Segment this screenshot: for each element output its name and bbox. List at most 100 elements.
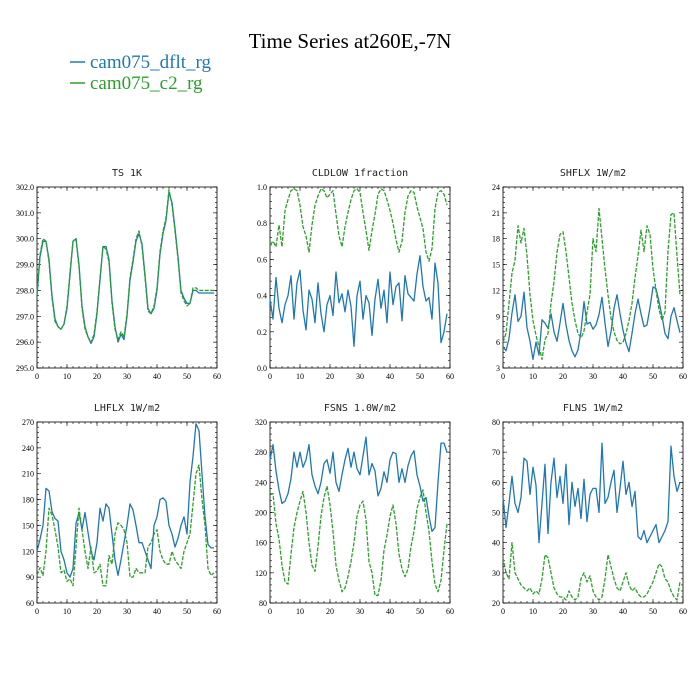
x-tick-label: 10 — [529, 372, 537, 381]
x-tick-label: 40 — [619, 607, 627, 616]
x-tick-label: 30 — [123, 372, 131, 381]
x-tick-label: 50 — [649, 372, 657, 381]
series-line — [270, 485, 448, 597]
panel-title: CLDLOW 1fraction — [312, 168, 408, 179]
y-tick-label: 90 — [26, 573, 34, 582]
panel-title: TS 1K — [112, 168, 142, 179]
chart-panel: CLDLOW 1fraction 0 10 20 30 40 50 60 0.0 0.2 0.4 0.… — [257, 168, 454, 381]
y-tick-label: 60 — [492, 478, 500, 487]
series-line — [269, 436, 448, 532]
panel-title: FLNS 1W/m2 — [563, 403, 623, 414]
legend: cam075_dflt_rg cam075_c2_rg — [70, 52, 212, 94]
y-tick-label: 20 — [492, 599, 500, 608]
x-tick-label: 30 — [589, 607, 597, 616]
x-tick-label: 10 — [529, 607, 537, 616]
y-tick-label: 180 — [22, 496, 34, 505]
y-tick-label: 280 — [255, 448, 267, 457]
x-tick-label: 50 — [416, 607, 424, 616]
y-tick-label: 12 — [492, 286, 500, 295]
y-tick-label: 120 — [255, 569, 267, 578]
series-line — [36, 464, 215, 587]
x-tick-label: 40 — [153, 607, 161, 616]
x-tick-label: 40 — [386, 607, 394, 616]
x-tick-label: 0 — [501, 607, 505, 616]
x-tick-label: 30 — [356, 372, 364, 381]
series-line — [269, 255, 448, 347]
x-tick-label: 0 — [35, 372, 39, 381]
x-tick-label: 20 — [93, 607, 101, 616]
x-tick-label: 60 — [679, 607, 687, 616]
y-tick-label: 9 — [496, 312, 500, 321]
y-tick-label: 1.0 — [257, 183, 267, 192]
chart-panel: FLNS 1W/m2 0 10 20 30 40 50 60 20 30 40 50 60 70 80 — [492, 403, 687, 616]
panel-frame — [36, 186, 218, 369]
panel-frame — [502, 421, 684, 604]
y-tick-label: 0.6 — [257, 255, 267, 264]
y-tick-label: 299.0 — [16, 261, 34, 270]
chart-panel: FSNS 1.0W/m2 0 10 20 30 40 50 60 80 120 160 200 240 2… — [255, 403, 454, 616]
series-line — [502, 442, 681, 544]
y-tick-label: 40 — [492, 539, 500, 548]
y-tick-label: 240 — [255, 478, 267, 487]
y-tick-label: 295.0 — [16, 364, 34, 373]
y-tick-label: 270 — [22, 418, 34, 427]
x-tick-label: 10 — [63, 607, 71, 616]
figure-title: Time Series at260E,-7N — [249, 29, 452, 53]
x-tick-label: 20 — [326, 607, 334, 616]
chart-panel: SHFLX 1W/m2 0 10 20 30 40 50 60 3 6 9 12 15 18 21 24 — [492, 168, 687, 381]
chart-panel: TS 1K 0 10 20 30 40 50 60 295.0 296.0 297.0 298.0 29… — [16, 168, 221, 381]
x-tick-label: 20 — [559, 607, 567, 616]
y-tick-label: 0.0 — [257, 364, 267, 373]
y-tick-label: 21 — [492, 209, 500, 218]
x-tick-label: 10 — [63, 372, 71, 381]
y-tick-label: 24 — [492, 183, 500, 192]
y-tick-label: 50 — [492, 509, 500, 518]
x-tick-label: 60 — [446, 372, 454, 381]
y-tick-label: 300.0 — [16, 235, 34, 244]
y-tick-label: 320 — [255, 418, 267, 427]
panel-title: SHFLX 1W/m2 — [560, 168, 626, 179]
x-tick-label: 40 — [386, 372, 394, 381]
panel-title: LHFLX 1W/m2 — [94, 403, 160, 414]
y-tick-label: 70 — [492, 448, 500, 457]
y-tick-label: 60 — [26, 599, 34, 608]
series-line — [269, 188, 448, 262]
x-tick-label: 60 — [213, 372, 221, 381]
y-tick-label: 80 — [259, 599, 267, 608]
series-line — [502, 542, 681, 601]
x-tick-label: 0 — [268, 372, 272, 381]
x-tick-label: 20 — [559, 372, 567, 381]
y-tick-label: 80 — [492, 418, 500, 427]
panel-frame — [36, 421, 218, 604]
y-tick-label: 240 — [22, 444, 34, 453]
y-tick-label: 30 — [492, 569, 500, 578]
y-tick-label: 0.4 — [257, 292, 267, 301]
x-tick-label: 20 — [326, 372, 334, 381]
y-tick-label: 18 — [492, 235, 500, 244]
y-tick-label: 120 — [22, 547, 34, 556]
y-tick-label: 296.0 — [16, 338, 34, 347]
y-tick-label: 298.0 — [16, 286, 34, 295]
y-tick-label: 301.0 — [16, 209, 34, 218]
y-tick-label: 15 — [492, 261, 500, 270]
x-tick-label: 10 — [296, 607, 304, 616]
x-tick-label: 20 — [93, 372, 101, 381]
x-tick-label: 30 — [123, 607, 131, 616]
x-tick-label: 0 — [35, 607, 39, 616]
panel-frame — [269, 186, 451, 369]
y-tick-label: 160 — [255, 539, 267, 548]
y-tick-label: 200 — [255, 509, 267, 518]
legend-label-c2: cam075_c2_rg — [90, 73, 203, 94]
y-tick-label: 297.0 — [16, 312, 34, 321]
x-tick-label: 30 — [589, 372, 597, 381]
panels: TS 1K0 10 20 30 40 50 60295.0296.0297.0298.029… — [16, 168, 687, 616]
x-tick-label: 50 — [183, 372, 191, 381]
y-tick-label: 6 — [496, 338, 500, 347]
x-tick-label: 0 — [268, 607, 272, 616]
x-tick-label: 60 — [679, 372, 687, 381]
series-line — [36, 423, 214, 578]
chart-panel: LHFLX 1W/m2 0 10 20 30 40 50 60 60 90 120 150 180 210… — [22, 403, 221, 616]
y-tick-label: 150 — [22, 521, 34, 530]
y-tick-label: 210 — [22, 470, 34, 479]
